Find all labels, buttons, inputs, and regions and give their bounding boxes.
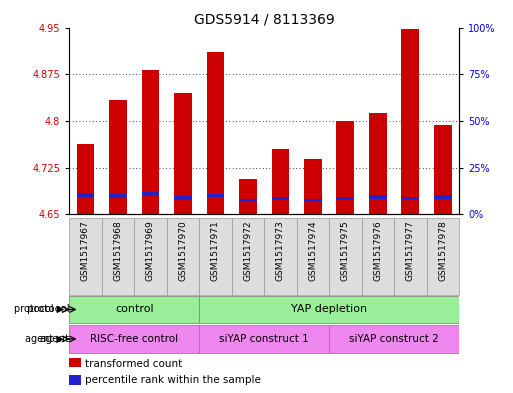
Text: YAP depletion: YAP depletion (291, 305, 367, 314)
Bar (69, 375, 81, 385)
Text: agent: agent (39, 334, 69, 344)
Bar (239, 198, 257, 202)
Text: siYAP construct 2: siYAP construct 2 (349, 334, 439, 344)
Bar (264, 218, 297, 295)
Bar (69, 358, 81, 367)
Text: GSM1517972: GSM1517972 (244, 220, 252, 281)
Bar (297, 218, 329, 295)
Bar (369, 114, 387, 214)
Text: siYAP construct 1: siYAP construct 1 (220, 334, 309, 344)
Bar (271, 197, 289, 200)
Bar (199, 296, 459, 323)
Text: protocol: protocol (27, 305, 69, 314)
Bar (142, 193, 160, 196)
Bar (69, 325, 199, 353)
Bar (329, 325, 459, 353)
Bar (337, 121, 354, 214)
Bar (232, 218, 264, 295)
Text: GSM1517976: GSM1517976 (373, 220, 382, 281)
Text: GSM1517977: GSM1517977 (406, 220, 415, 281)
Bar (76, 145, 94, 214)
Bar (337, 197, 354, 200)
Bar (434, 195, 452, 198)
Bar (174, 196, 192, 200)
Bar (199, 218, 232, 295)
Bar (134, 218, 167, 295)
Bar (362, 218, 394, 295)
Bar (102, 218, 134, 295)
Bar (402, 197, 419, 200)
Bar (427, 218, 459, 295)
Text: GSM1517978: GSM1517978 (439, 220, 447, 281)
Text: GSM1517970: GSM1517970 (179, 220, 187, 281)
Text: GSM1517974: GSM1517974 (308, 220, 318, 281)
Text: GSM1517975: GSM1517975 (341, 220, 350, 281)
Bar (329, 218, 362, 295)
Text: GSM1517967: GSM1517967 (81, 220, 90, 281)
Bar (199, 325, 329, 353)
Bar (402, 29, 419, 214)
Text: agent ▶: agent ▶ (25, 334, 64, 344)
Bar (69, 296, 199, 323)
Text: transformed count: transformed count (85, 358, 182, 369)
Text: protocol ▶: protocol ▶ (14, 305, 64, 314)
Text: GSM1517968: GSM1517968 (113, 220, 123, 281)
Bar (76, 193, 94, 197)
Title: GDS5914 / 8113369: GDS5914 / 8113369 (194, 12, 334, 26)
Text: RISC-free control: RISC-free control (90, 334, 179, 344)
Bar (271, 149, 289, 214)
Bar (434, 125, 452, 214)
Bar (207, 52, 224, 214)
Text: GSM1517969: GSM1517969 (146, 220, 155, 281)
Bar (239, 179, 257, 214)
Bar (369, 195, 387, 198)
Bar (142, 70, 160, 214)
Text: percentile rank within the sample: percentile rank within the sample (85, 375, 261, 386)
Bar (394, 218, 427, 295)
Bar (207, 194, 224, 197)
Bar (174, 93, 192, 214)
Bar (109, 100, 127, 214)
Bar (69, 218, 102, 295)
Bar (304, 198, 322, 202)
Bar (304, 160, 322, 214)
Text: GSM1517971: GSM1517971 (211, 220, 220, 281)
Text: control: control (115, 305, 153, 314)
Bar (167, 218, 199, 295)
Text: GSM1517973: GSM1517973 (276, 220, 285, 281)
Bar (109, 194, 127, 198)
